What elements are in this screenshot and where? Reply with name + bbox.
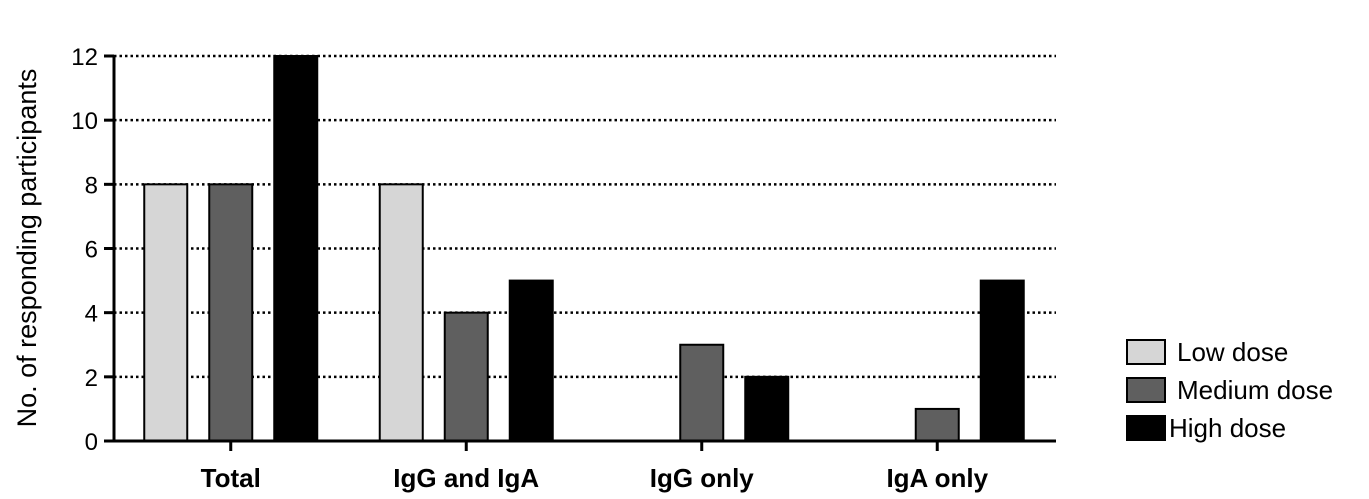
- x-tick-label: IgA only: [886, 463, 988, 493]
- legend-swatch: [1126, 377, 1166, 403]
- bar: [508, 279, 554, 443]
- bar: [979, 279, 1025, 443]
- y-tick-label: 6: [85, 237, 98, 264]
- x-tick-label: Total: [201, 463, 261, 493]
- bars: [143, 55, 1025, 443]
- legend-swatch: [1126, 339, 1166, 365]
- y-tick-label: 8: [85, 172, 98, 199]
- x-tick-label: IgG only: [650, 463, 755, 493]
- bar: [679, 343, 725, 442]
- bar: [443, 311, 489, 442]
- legend-swatch: [1126, 415, 1166, 441]
- bar: [208, 183, 254, 442]
- x-tick-label: IgG and IgA: [393, 463, 539, 493]
- gridlines: [114, 54, 1056, 379]
- y-ticks: 0 2 4 6 8 10 12: [71, 44, 114, 456]
- legend-label: Low dose: [1177, 337, 1288, 367]
- bar: [744, 375, 790, 443]
- bar: [914, 407, 960, 442]
- y-tick-label: 4: [85, 301, 98, 328]
- y-tick-label: 10: [71, 108, 98, 135]
- bar: [143, 183, 189, 442]
- legend-label: High dose: [1169, 413, 1286, 443]
- y-tick-label: 2: [85, 365, 98, 392]
- y-tick-label: 12: [71, 44, 98, 71]
- bar: [378, 183, 424, 442]
- legend: Low dose Medium dose High dose: [1126, 337, 1333, 443]
- bar: [273, 55, 319, 442]
- axes: [112, 56, 1056, 443]
- y-tick-label: 0: [85, 429, 98, 456]
- y-axis-label: No. of responding participants: [12, 69, 42, 428]
- legend-label: Medium dose: [1177, 375, 1333, 405]
- x-ticks: Total IgG and IgA IgG only IgA only: [201, 441, 989, 493]
